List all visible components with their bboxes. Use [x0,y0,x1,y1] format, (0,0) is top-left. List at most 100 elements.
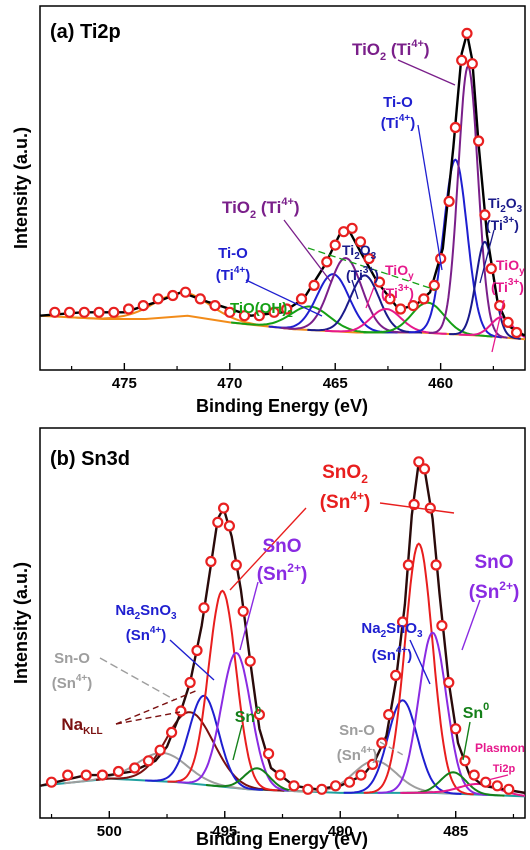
data-point-42 [443,676,455,689]
xtick-label: 470 [217,375,242,392]
data-point-26 [316,783,328,795]
label-tioy-right-state: (Ti3+) [491,277,524,295]
data-point-48 [503,783,515,795]
xtick-label: 485 [443,823,468,840]
data-point-31 [428,279,440,291]
label-sno-right: SnO [474,552,513,573]
envelope-line [40,32,525,337]
data-point-16 [218,502,230,514]
panel-b-ylabel: Intensity (a.u.) [11,562,31,684]
arrow-tio-left [245,279,323,317]
arrow-sn0-right [462,721,471,761]
fit-component-2 [231,305,389,334]
panel-b-xlabel: Binding Energy (eV) [196,829,368,849]
arrow-ti2o3-right [479,229,495,284]
fit-component-9 [363,542,474,796]
data-point-24 [288,780,300,792]
panel-a-label: (a) Ti2p [50,21,121,43]
data-point-26 [373,276,386,288]
data-point-35 [456,54,468,66]
panel-b-frame [39,427,526,819]
label-na2sno3-right: Na2SnO3 [361,620,423,640]
label-ti2o3-right-state: (Ti3+) [486,215,519,233]
data-point-22 [263,748,275,760]
fit-component-6 [324,307,447,335]
label-na-kll: NaKLL [61,715,102,737]
panel-a-arrows [245,59,505,353]
arrow-tioy-mid [365,286,375,309]
label-sn0-right: Sn0 [463,701,490,722]
panel-a-curves [40,27,525,341]
fit-component-10 [448,240,521,340]
data-point-13 [224,306,236,318]
data-point-18 [295,293,308,305]
data-point-2 [62,769,74,781]
data-point-14 [238,310,251,322]
data-point-29 [407,300,419,312]
panel-a-ylabel: Intensity (a.u.) [11,127,31,249]
label-sno-gray-left: Sn-O [54,650,90,667]
data-point-37 [413,456,425,468]
data-point-34 [397,616,409,628]
data-point-30 [367,758,379,771]
data-point-8 [154,744,166,756]
fit-component-12 [400,783,525,797]
data-point-27 [384,293,396,305]
data-point-3 [78,306,90,318]
label-sno-left: SnO [262,536,301,557]
label-ti2o3-mid-state: (Ti3+) [346,265,379,283]
data-point-6 [129,762,141,774]
data-point-7 [142,755,155,767]
arrow-na2sno3-left [169,639,215,681]
label-na2sno3-left: Na2SnO3 [115,602,177,622]
panel-a: 475 470 465 460 (a) Ti2p Binding Energy (eV… [11,5,526,416]
arrow-na-kll-up [115,689,199,725]
data-point-20 [321,256,333,268]
xtick-label: 495 [212,823,237,840]
arrow-sno-gray-left [99,657,176,701]
data-point-20 [244,655,256,667]
data-point-21 [329,239,341,251]
fit-component-4 [167,589,278,792]
label-tioy-right: TiOy [496,257,525,277]
fit-component-10 [377,631,488,796]
panel-b: 500 495 490 485 (b) Sn3d Binding Energy (eV… [11,427,526,849]
arrow-tio2-top [397,59,456,86]
arrow-sno-gray-mid [379,741,406,757]
fit-component-3 [145,694,263,791]
envelope-line [40,460,525,795]
data-point-23 [274,769,286,781]
data-point-28 [343,776,356,788]
data-point-47 [491,780,503,792]
data-point-15 [212,516,224,528]
data-point-18 [230,559,242,571]
panel-b-curves [40,456,525,798]
panel-b-label: (b) Sn3d [50,448,130,470]
data-point-28 [395,303,407,315]
data-point-12 [209,300,221,312]
arrow-sno2-left [229,507,307,591]
data-point-41 [436,619,448,632]
data-point-39 [479,209,491,221]
data-point-35 [402,559,414,571]
label-tio-left: Ti-O [218,245,248,262]
label-tio-right: Ti-O [383,94,413,111]
arrow-na2sno3-right [409,639,431,685]
panel-a-xticks: 475 470 465 460 [71,363,494,392]
label-tiooh: TiO(OH)2 [230,300,293,320]
data-point-46 [480,776,492,788]
data-point-3 [80,769,92,781]
data-point-4 [93,306,105,318]
data-point-4 [96,769,109,781]
panel-a-xlabel: Binding Energy (eV) [196,396,368,416]
data-point-24 [354,236,367,248]
data-point-36 [461,27,473,40]
label-tioy-mid-state: (Ti3+) [381,283,414,301]
label-sno-gray-mid-state: (Sn4+) [337,745,378,764]
fit-component-5 [307,274,423,334]
data-point-5 [108,306,120,318]
data-point-33 [443,195,455,207]
label-plasmon: Plasmon [475,741,525,755]
label-sno2-state: (Sn4+) [320,489,371,513]
label-tioy-mid: TiOy [385,262,414,282]
